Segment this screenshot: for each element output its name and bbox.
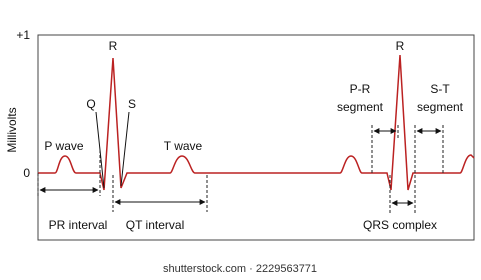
- qt-interval-label: QT interval: [126, 218, 184, 232]
- q-label: Q: [86, 97, 95, 111]
- pr-segment-label: segment: [337, 100, 384, 114]
- r-label: R: [396, 39, 405, 53]
- watermark: shutterstock.com · 2229563771: [163, 263, 317, 275]
- qrs-complex-label: QRS complex: [363, 218, 437, 232]
- st-segment-label: S-T: [430, 82, 450, 96]
- st-segment-label: segment: [417, 100, 464, 114]
- p-wave-label: P wave: [44, 139, 83, 153]
- axis-top: +1: [16, 28, 30, 42]
- guide-lines: [37, 125, 444, 215]
- pr-interval-label: PR interval: [49, 218, 108, 232]
- axis-label: Millivolts: [5, 107, 19, 152]
- arrows: [39, 111, 442, 206]
- axis-zero: 0: [23, 166, 30, 180]
- s-label: S: [128, 97, 136, 111]
- ecg-trace: [38, 54, 475, 191]
- t-wave-label: T wave: [164, 139, 203, 153]
- r-label: R: [109, 39, 118, 53]
- pr-segment-label: P-R: [350, 82, 371, 96]
- frame: [37, 34, 475, 241]
